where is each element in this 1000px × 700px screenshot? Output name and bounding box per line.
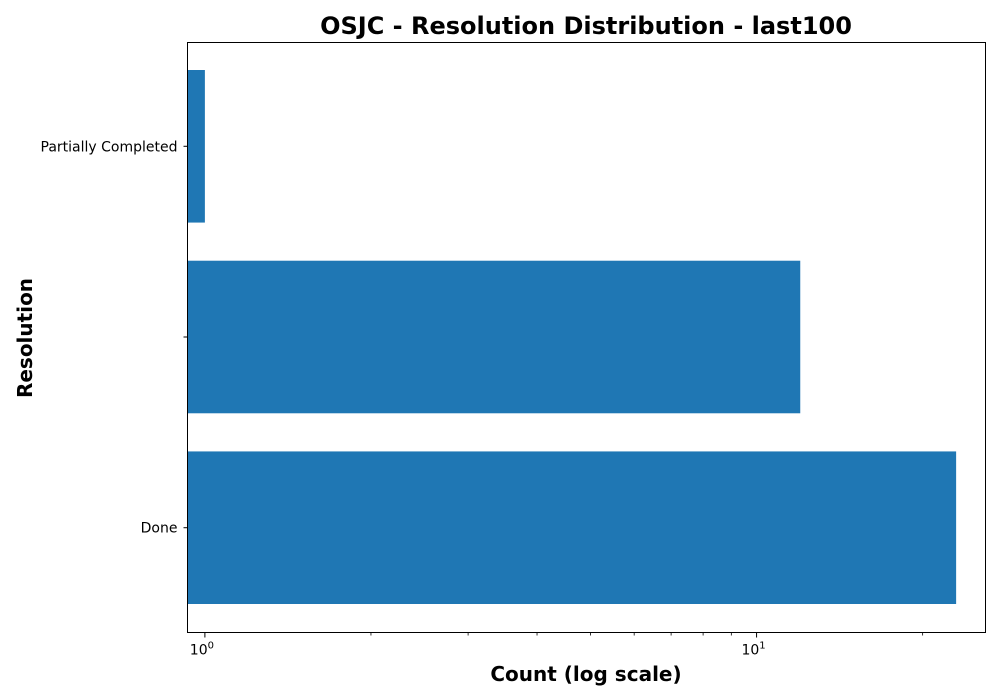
y-tick-label: Done bbox=[141, 521, 178, 537]
y-ticks-group: Done Partially Completed bbox=[41, 139, 188, 536]
x-tick-label: 100 bbox=[190, 641, 214, 659]
x-tick-label: 101 bbox=[741, 641, 765, 659]
bar-done bbox=[188, 451, 957, 604]
x-ticks-group: 100 101 bbox=[190, 633, 923, 659]
bar-partially-completed bbox=[188, 70, 205, 223]
bar-blank bbox=[188, 261, 801, 414]
y-axis-label: Resolution bbox=[13, 278, 37, 398]
x-axis-label: Count (log scale) bbox=[490, 662, 681, 686]
bars-group bbox=[188, 70, 957, 604]
chart-title: OSJC - Resolution Distribution - last100 bbox=[320, 12, 852, 40]
y-tick-label: Partially Completed bbox=[41, 139, 178, 155]
